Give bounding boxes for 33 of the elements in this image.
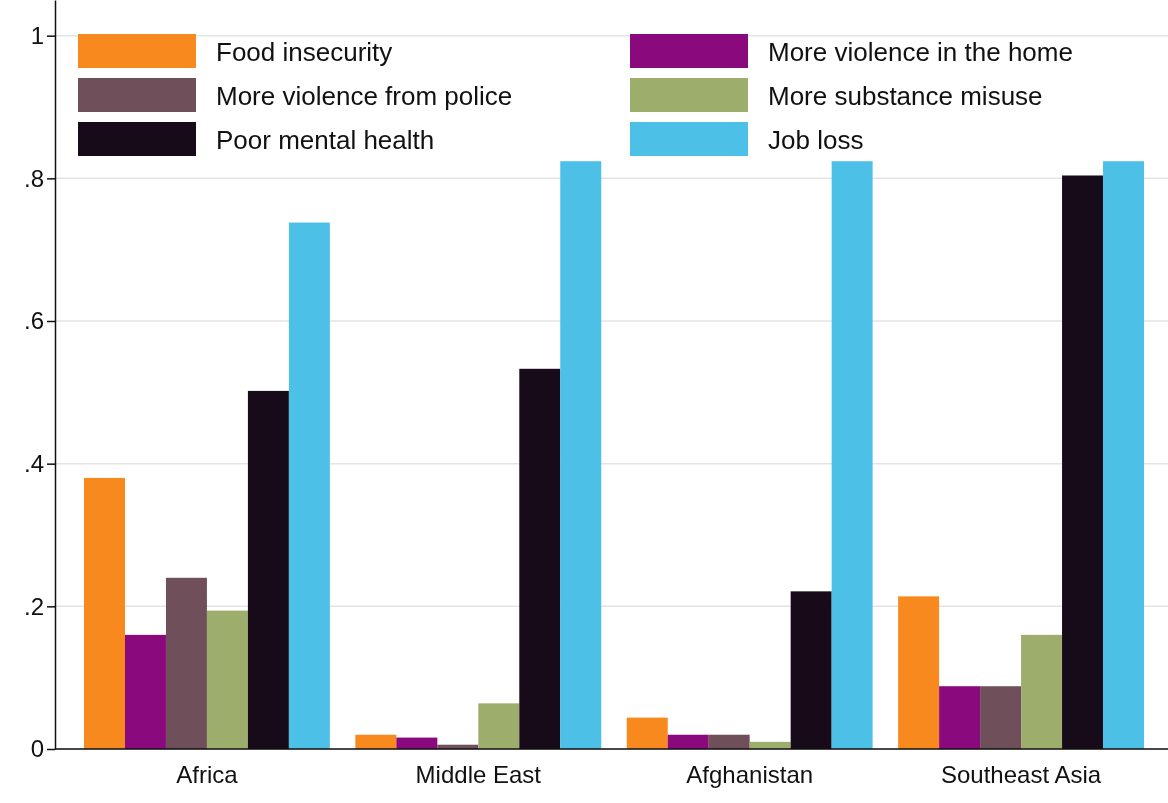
legend-label: More violence in the home (768, 37, 1073, 67)
legend-label: More substance misuse (768, 81, 1043, 111)
bar (898, 596, 940, 749)
bar (124, 634, 166, 749)
bar (165, 577, 207, 749)
y-tick-label: .6 (23, 307, 44, 335)
x-tick-label: Southeast Asia (941, 761, 1102, 789)
legend-label: Poor mental health (216, 125, 435, 155)
bar (1103, 161, 1144, 749)
legend-label: More violence from police (216, 81, 513, 111)
bar (1021, 634, 1063, 749)
bar (84, 477, 125, 749)
bar (478, 703, 520, 749)
x-tick-label: Middle East (415, 761, 542, 789)
y-tick-label: 1 (30, 21, 44, 49)
legend-label: Job loss (768, 125, 864, 155)
y-tick-label: .4 (23, 449, 44, 477)
y-tick-label: .2 (23, 592, 44, 620)
bar (288, 222, 330, 749)
bar (980, 686, 1022, 749)
bar (831, 161, 873, 749)
y-tick-label: .8 (23, 164, 44, 192)
legend-label: Food insecurity (216, 37, 393, 67)
y-tick-label: 0 (30, 735, 44, 763)
bar (626, 717, 668, 749)
x-tick-label: Africa (176, 761, 239, 789)
bar (939, 686, 981, 749)
bar (355, 734, 397, 749)
bar (708, 734, 750, 749)
bar (206, 610, 248, 749)
bar (667, 734, 709, 749)
bar (560, 161, 602, 749)
x-tick-label: Afghanistan (686, 761, 814, 789)
